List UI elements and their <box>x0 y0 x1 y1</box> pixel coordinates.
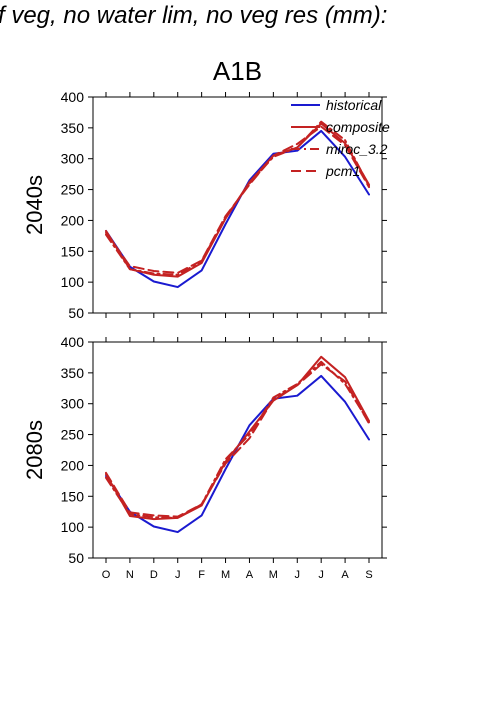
series-line-pcm1 <box>105 125 370 274</box>
y-tick-label: 300 <box>61 151 85 167</box>
x-tick-label: A <box>246 569 254 581</box>
y-tick-label: 100 <box>61 274 85 290</box>
legend-label-historical: historical <box>326 97 382 113</box>
series-line-miroc_3.2 <box>105 360 370 519</box>
x-tick-label: S <box>365 569 372 581</box>
y-tick-label: 400 <box>61 334 85 350</box>
y-tick-label: 150 <box>61 488 85 504</box>
x-tick-label: M <box>221 569 230 581</box>
legend: historical composite miroc_3.2 pcm1 <box>291 97 390 179</box>
x-tick-label: J <box>318 569 324 581</box>
series-line-miroc_3.2 <box>105 120 370 276</box>
y-tick-label: 150 <box>61 243 85 259</box>
series-line-pcm1 <box>105 363 370 518</box>
x-tick-label: J <box>295 569 301 581</box>
panel-2080s: 50 100 150 200 250 300 350 400 2080s O N D J F M A M J J A S <box>22 334 387 581</box>
y-tick-label: 350 <box>61 365 85 381</box>
x-tick-label: O <box>102 569 111 581</box>
x-tick-label: J <box>175 569 181 581</box>
plot-frame <box>92 96 383 314</box>
row-label-2080s: 2080s <box>22 420 47 480</box>
y-tick-label: 200 <box>61 212 85 228</box>
x-tick-label: A <box>341 569 349 581</box>
row-label-2040s: 2040s <box>22 175 47 235</box>
page-title: f veg, no water lim, no veg res (mm): <box>0 2 388 29</box>
legend-label-composite: composite <box>326 119 390 135</box>
y-tick-label: 200 <box>61 457 85 473</box>
panel-2040s: 50 100 150 200 250 300 350 400 2040s historical co… <box>22 89 390 321</box>
y-tick-label: 50 <box>68 550 84 566</box>
y-tick-label: 400 <box>61 89 85 105</box>
legend-label-miroc_3.2: miroc_3.2 <box>326 141 388 157</box>
series-line-historical <box>105 129 370 289</box>
x-tick-label: N <box>126 569 134 581</box>
y-tick-label: 50 <box>68 305 84 321</box>
y-tick-label: 250 <box>61 427 85 443</box>
x-tick-label: M <box>269 569 278 581</box>
y-tick-label: 250 <box>61 182 85 198</box>
scenario-title: A1B <box>213 56 262 86</box>
y-tick-label: 100 <box>61 519 85 535</box>
plot-frame <box>92 341 383 559</box>
series-line-historical <box>105 374 370 534</box>
x-tick-label: F <box>198 569 205 581</box>
y-tick-label: 350 <box>61 120 85 136</box>
legend-label-pcm1: pcm1 <box>325 163 360 179</box>
series-line-composite <box>105 355 370 521</box>
x-tick-label: D <box>150 569 158 581</box>
y-tick-label: 300 <box>61 396 85 412</box>
